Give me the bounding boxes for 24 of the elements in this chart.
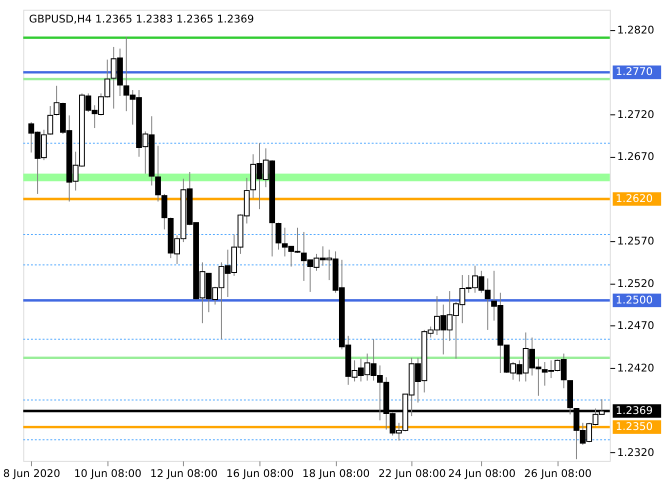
y-tick-label: 1.2420 xyxy=(617,361,654,374)
chart-title: GBPUSD,H4 1.2365 1.2383 1.2365 1.2369 xyxy=(29,12,254,26)
x-tick-label: 26 Jun 08:00 xyxy=(524,466,592,480)
x-tick-label: 16 Jun 08:00 xyxy=(226,466,294,480)
ref-line-label: 1.2500 xyxy=(616,293,654,306)
x-tick-label: 18 Jun 08:00 xyxy=(302,466,370,480)
y-tick-label: 1.2670 xyxy=(617,150,654,164)
ref-line-label: 1.2620 xyxy=(616,192,654,205)
y-tick-label: 1.2820 xyxy=(617,23,654,36)
x-tick-label: 22 Jun 08:00 xyxy=(378,466,446,480)
y-tick-label: 1.2520 xyxy=(617,276,654,290)
candlestick xyxy=(47,106,54,136)
y-tick-label: 1.2470 xyxy=(617,319,654,332)
ref-line-label: 1.2369 xyxy=(616,404,654,417)
x-tick-label: 8 Jun 2020 xyxy=(3,466,61,480)
x-tick-label: 10 Jun 08:00 xyxy=(74,466,142,480)
y-tick-label: 1.2570 xyxy=(617,234,654,248)
y-tick-label: 1.2720 xyxy=(617,108,654,121)
ref-line-label: 1.2350 xyxy=(616,420,654,433)
candlestick xyxy=(276,222,282,250)
y-tick-label: 1.2320 xyxy=(617,446,654,459)
ref-line-label: 1.2770 xyxy=(616,65,654,78)
x-tick-label: 12 Jun 08:00 xyxy=(150,466,218,480)
x-tick-label: 24 Jun 08:00 xyxy=(448,466,516,480)
